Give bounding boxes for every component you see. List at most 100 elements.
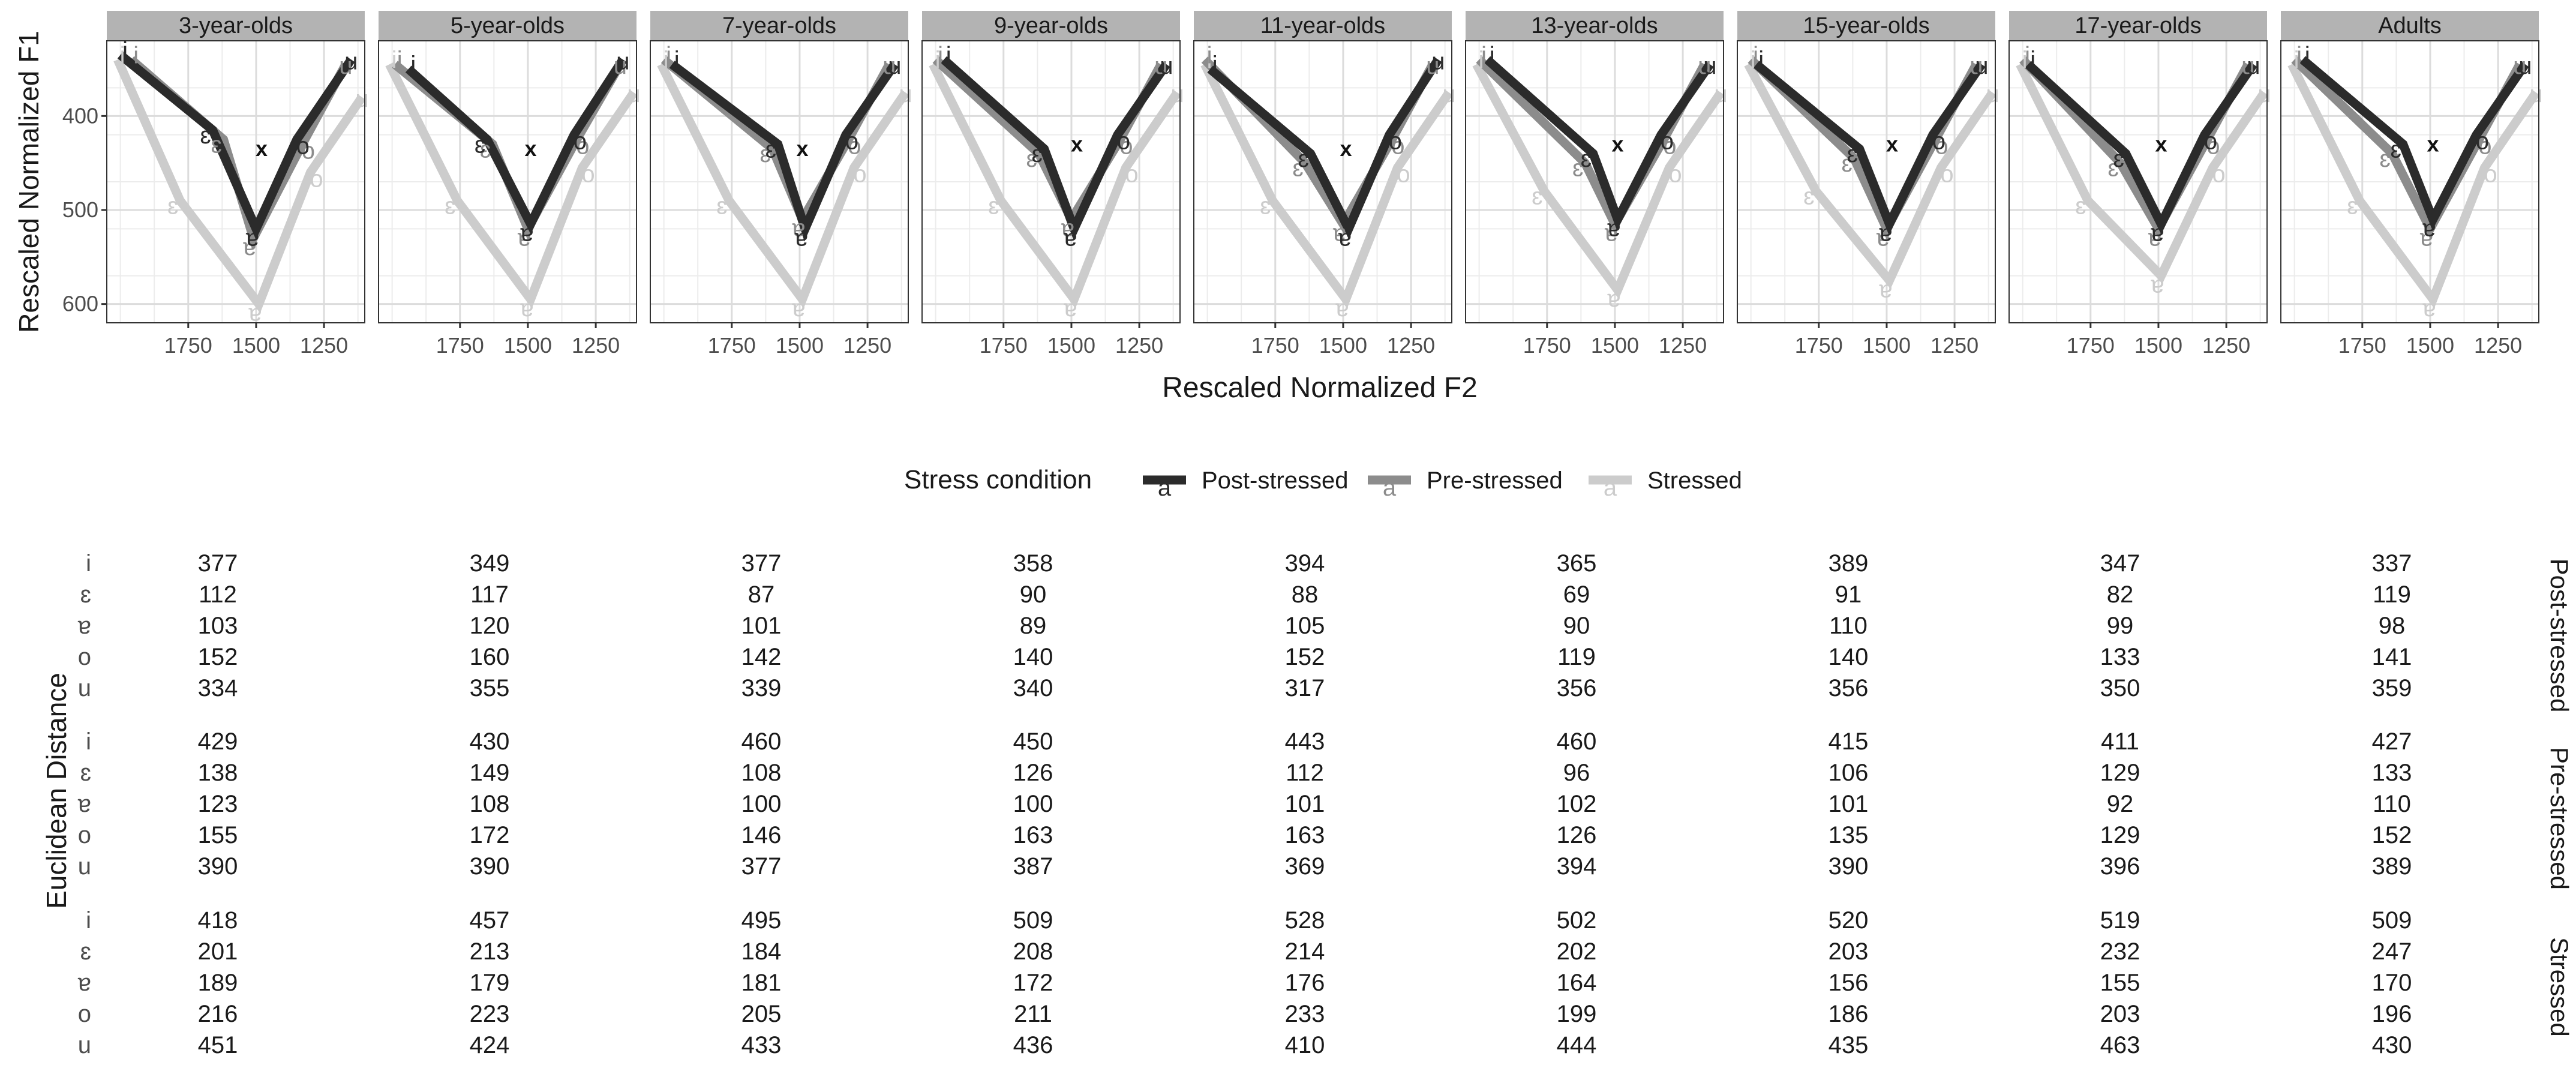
table-cell: 89 [1020, 613, 1047, 639]
vowel-label: ɛ [1298, 146, 1308, 172]
table-cell: 103 [198, 613, 238, 639]
table-cell: 451 [198, 1032, 238, 1058]
table-cell: 98 [2379, 613, 2406, 639]
panel-border [1193, 40, 1452, 323]
vowel-label: i [120, 42, 125, 68]
legend-title: Stress condition [904, 465, 1092, 494]
facet-strip-label: 15-year-olds [1803, 13, 1929, 38]
table-cell: 170 [2372, 970, 2412, 996]
table-cell: 152 [2372, 822, 2412, 848]
table-cell: 519 [2100, 907, 2140, 934]
x-tick-label: 1750 [1523, 333, 1571, 358]
series-line [113, 58, 366, 313]
vowel-label: u [2247, 53, 2260, 79]
facet-strip [922, 11, 1180, 41]
series-line [941, 56, 1170, 241]
table-row-vowel: u [78, 675, 91, 701]
centroid-marker: x [2427, 131, 2439, 156]
table-cell: 135 [1829, 822, 1869, 848]
vowel-label: ɛ [1032, 141, 1043, 167]
vowel-label: ɐ [1607, 286, 1620, 312]
table-cell: 317 [1285, 675, 1325, 701]
vowel-label: i [397, 47, 403, 73]
vowel-label: u [1154, 53, 1167, 79]
table-cell: 387 [1013, 853, 1053, 880]
vowel-label: u [882, 53, 896, 79]
table-cell: 214 [1285, 938, 1325, 965]
table-cell: 433 [741, 1032, 782, 1058]
table-cell: 90 [1020, 581, 1047, 608]
facet-strip-label: 13-year-olds [1531, 13, 1658, 38]
series-line [669, 61, 899, 242]
table-cell: 152 [198, 644, 238, 670]
centroid-marker: x [796, 136, 808, 161]
table-axis-title: Euclidean Distance [41, 673, 72, 909]
table-cell: 176 [1285, 970, 1325, 996]
table-cell: 377 [741, 550, 782, 577]
vowel-label: o [1391, 133, 1404, 160]
table-cell: 69 [1563, 581, 1590, 608]
table-cell: 117 [470, 581, 509, 608]
table-cell: 390 [470, 853, 510, 880]
table-cell: 99 [2107, 613, 2134, 639]
vowel-label: o [845, 128, 858, 155]
vowel-label: u [339, 53, 352, 79]
table-row-vowel: i [86, 907, 91, 934]
x-tick-label: 1500 [2134, 333, 2182, 358]
table-cell: 359 [2372, 675, 2412, 701]
series-line [1753, 61, 1986, 236]
legend-label: Stressed [1647, 467, 1742, 494]
table-cell: 411 [2101, 728, 2139, 755]
centroid-marker: x [2155, 131, 2167, 156]
vowel-label: o [2476, 128, 2489, 155]
centroid-marker: x [256, 136, 268, 161]
series-line [1744, 62, 1996, 289]
vowel-label: o [848, 133, 861, 160]
table-row-vowel: ɐ [78, 613, 91, 639]
x-tick-label: 1500 [232, 333, 280, 358]
vowel-label: ɛ [765, 136, 776, 163]
vowel-label: i [1758, 47, 1764, 73]
table-cell: 232 [2100, 938, 2140, 965]
table-cell: 160 [470, 644, 510, 670]
vowel-label: u [616, 48, 629, 74]
centroid-marker: x [1071, 131, 1083, 156]
table-cell: 91 [1835, 581, 1862, 608]
vowel-label: i [122, 38, 128, 64]
vowel-label: u [888, 53, 901, 79]
vowel-label: ɛ [716, 193, 727, 219]
series-line [1207, 57, 1442, 239]
table-cell: 365 [1557, 550, 1597, 577]
table-cell: 389 [1829, 550, 1869, 577]
vowel-label: ɛ [445, 193, 455, 219]
table-cell: 119 [1557, 644, 1596, 670]
series-line [2016, 62, 2268, 284]
vowel-label: ɛ [1572, 155, 1583, 182]
table-cell: 233 [1285, 1001, 1325, 1027]
vowel-label: ɐ [2422, 295, 2436, 322]
table-cell: 189 [198, 970, 238, 996]
vowel-label: o [574, 128, 587, 155]
x-tick-label: 1500 [1863, 333, 1911, 358]
table-cell: 356 [1557, 675, 1597, 701]
vowel-label: u [2518, 53, 2532, 79]
vowel-label: o [1389, 128, 1402, 155]
facet-panel: 11-year-olds i ɛ ɐ o u i ɛ ɐ o u i ɛ ɐ o u x 1750 1500 1250 [1193, 11, 1456, 358]
panel-border [378, 40, 637, 323]
table-cell: 96 [1563, 760, 1590, 786]
vowel-label: ɐ [792, 215, 805, 242]
facet-panel: 7-year-olds i ɛ ɐ o u i ɛ ɐ o u i ɛ ɐ o u x 1750 1500 1250 [650, 11, 912, 358]
vowel-label: u [2529, 81, 2542, 107]
table-cell: 164 [1557, 970, 1597, 996]
table-cell: 334 [198, 675, 238, 701]
vowel-label: ɐ [1064, 224, 1077, 251]
table-cell: 356 [1829, 675, 1869, 701]
vowel-label: ɛ [1026, 146, 1037, 172]
table-cell: 112 [199, 581, 237, 608]
vowel-label: u [614, 53, 627, 79]
vowel-label: i [938, 42, 943, 68]
table-cell: 358 [1013, 550, 1053, 577]
x-tick-label: 1500 [776, 333, 824, 358]
vowel-label: u [2241, 53, 2254, 79]
